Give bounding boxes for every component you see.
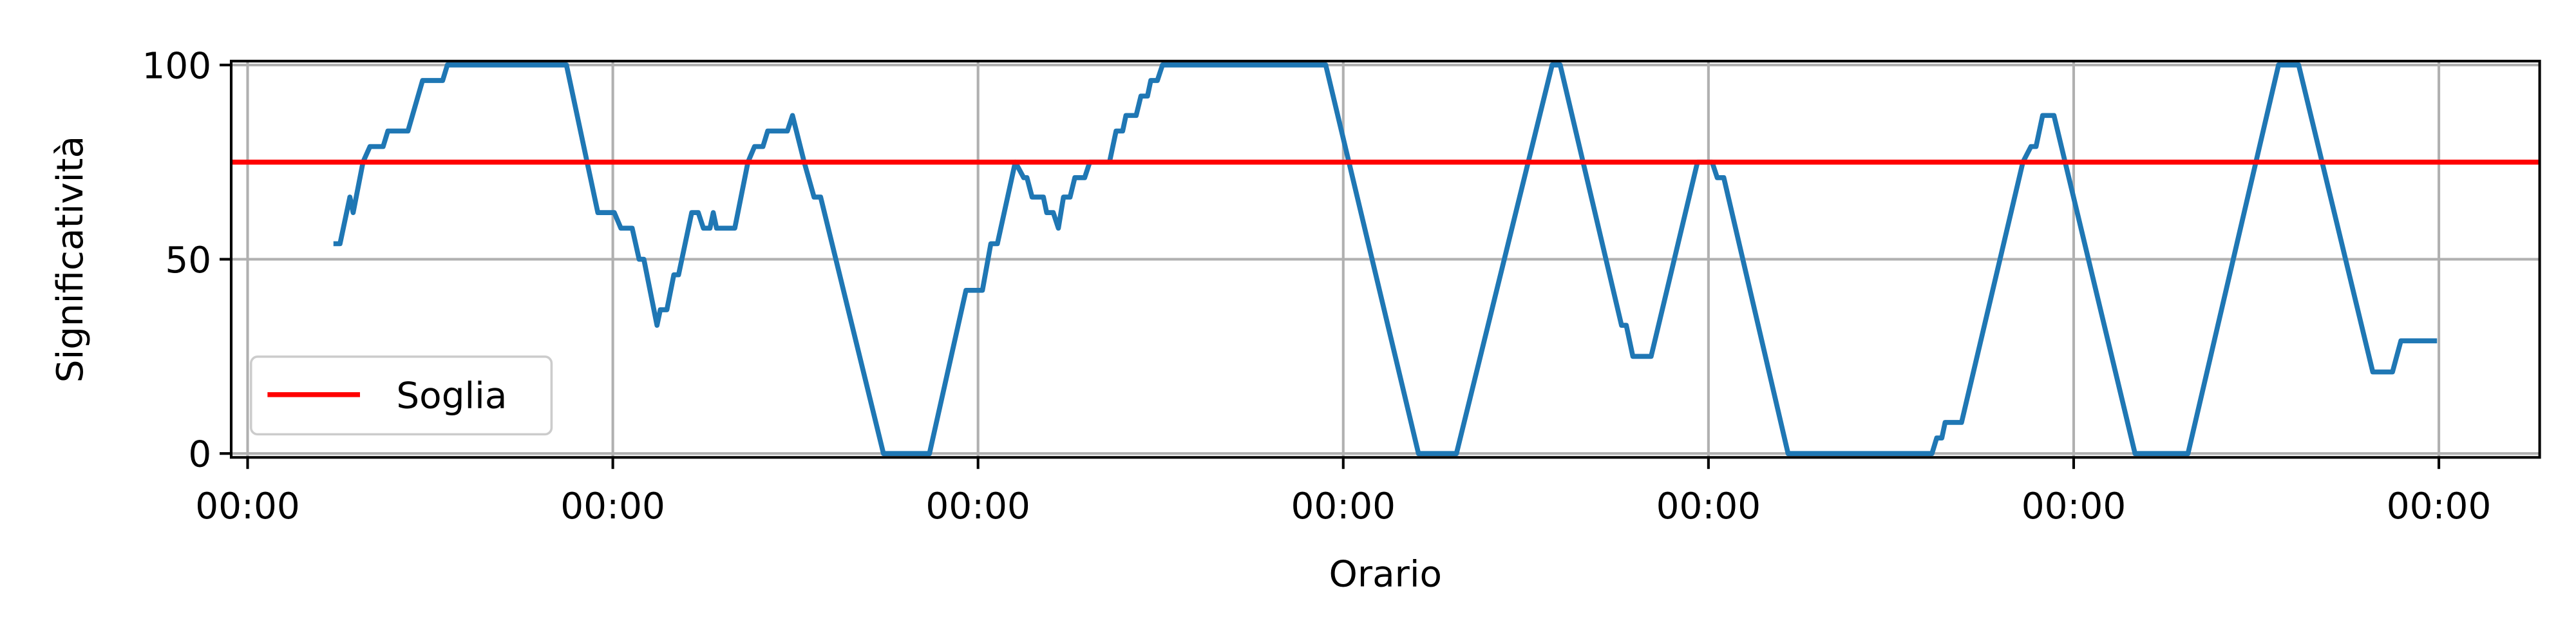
y-axis-label: Significatività [50, 136, 91, 383]
x-tick-label: 00:00 [1291, 486, 1396, 527]
x-tick-label: 00:00 [2022, 486, 2126, 527]
legend-label: Soglia [396, 375, 507, 417]
y-tick-label: 50 [165, 240, 211, 281]
x-tick-label: 00:00 [925, 486, 1030, 527]
y-tick-label: 0 [188, 434, 211, 476]
x-axis-label: Orario [1329, 553, 1443, 595]
y-tick-label: 100 [142, 45, 212, 87]
legend-box [249, 355, 553, 436]
data-line [333, 62, 2438, 457]
plot-frame [229, 59, 2541, 459]
legend: Soglia [249, 355, 553, 436]
x-tick-label: 00:00 [560, 486, 665, 527]
x-tick-label: 00:00 [195, 486, 300, 527]
x-tick-label: 00:00 [1656, 486, 1761, 527]
x-tick-label: 00:00 [2387, 486, 2492, 527]
